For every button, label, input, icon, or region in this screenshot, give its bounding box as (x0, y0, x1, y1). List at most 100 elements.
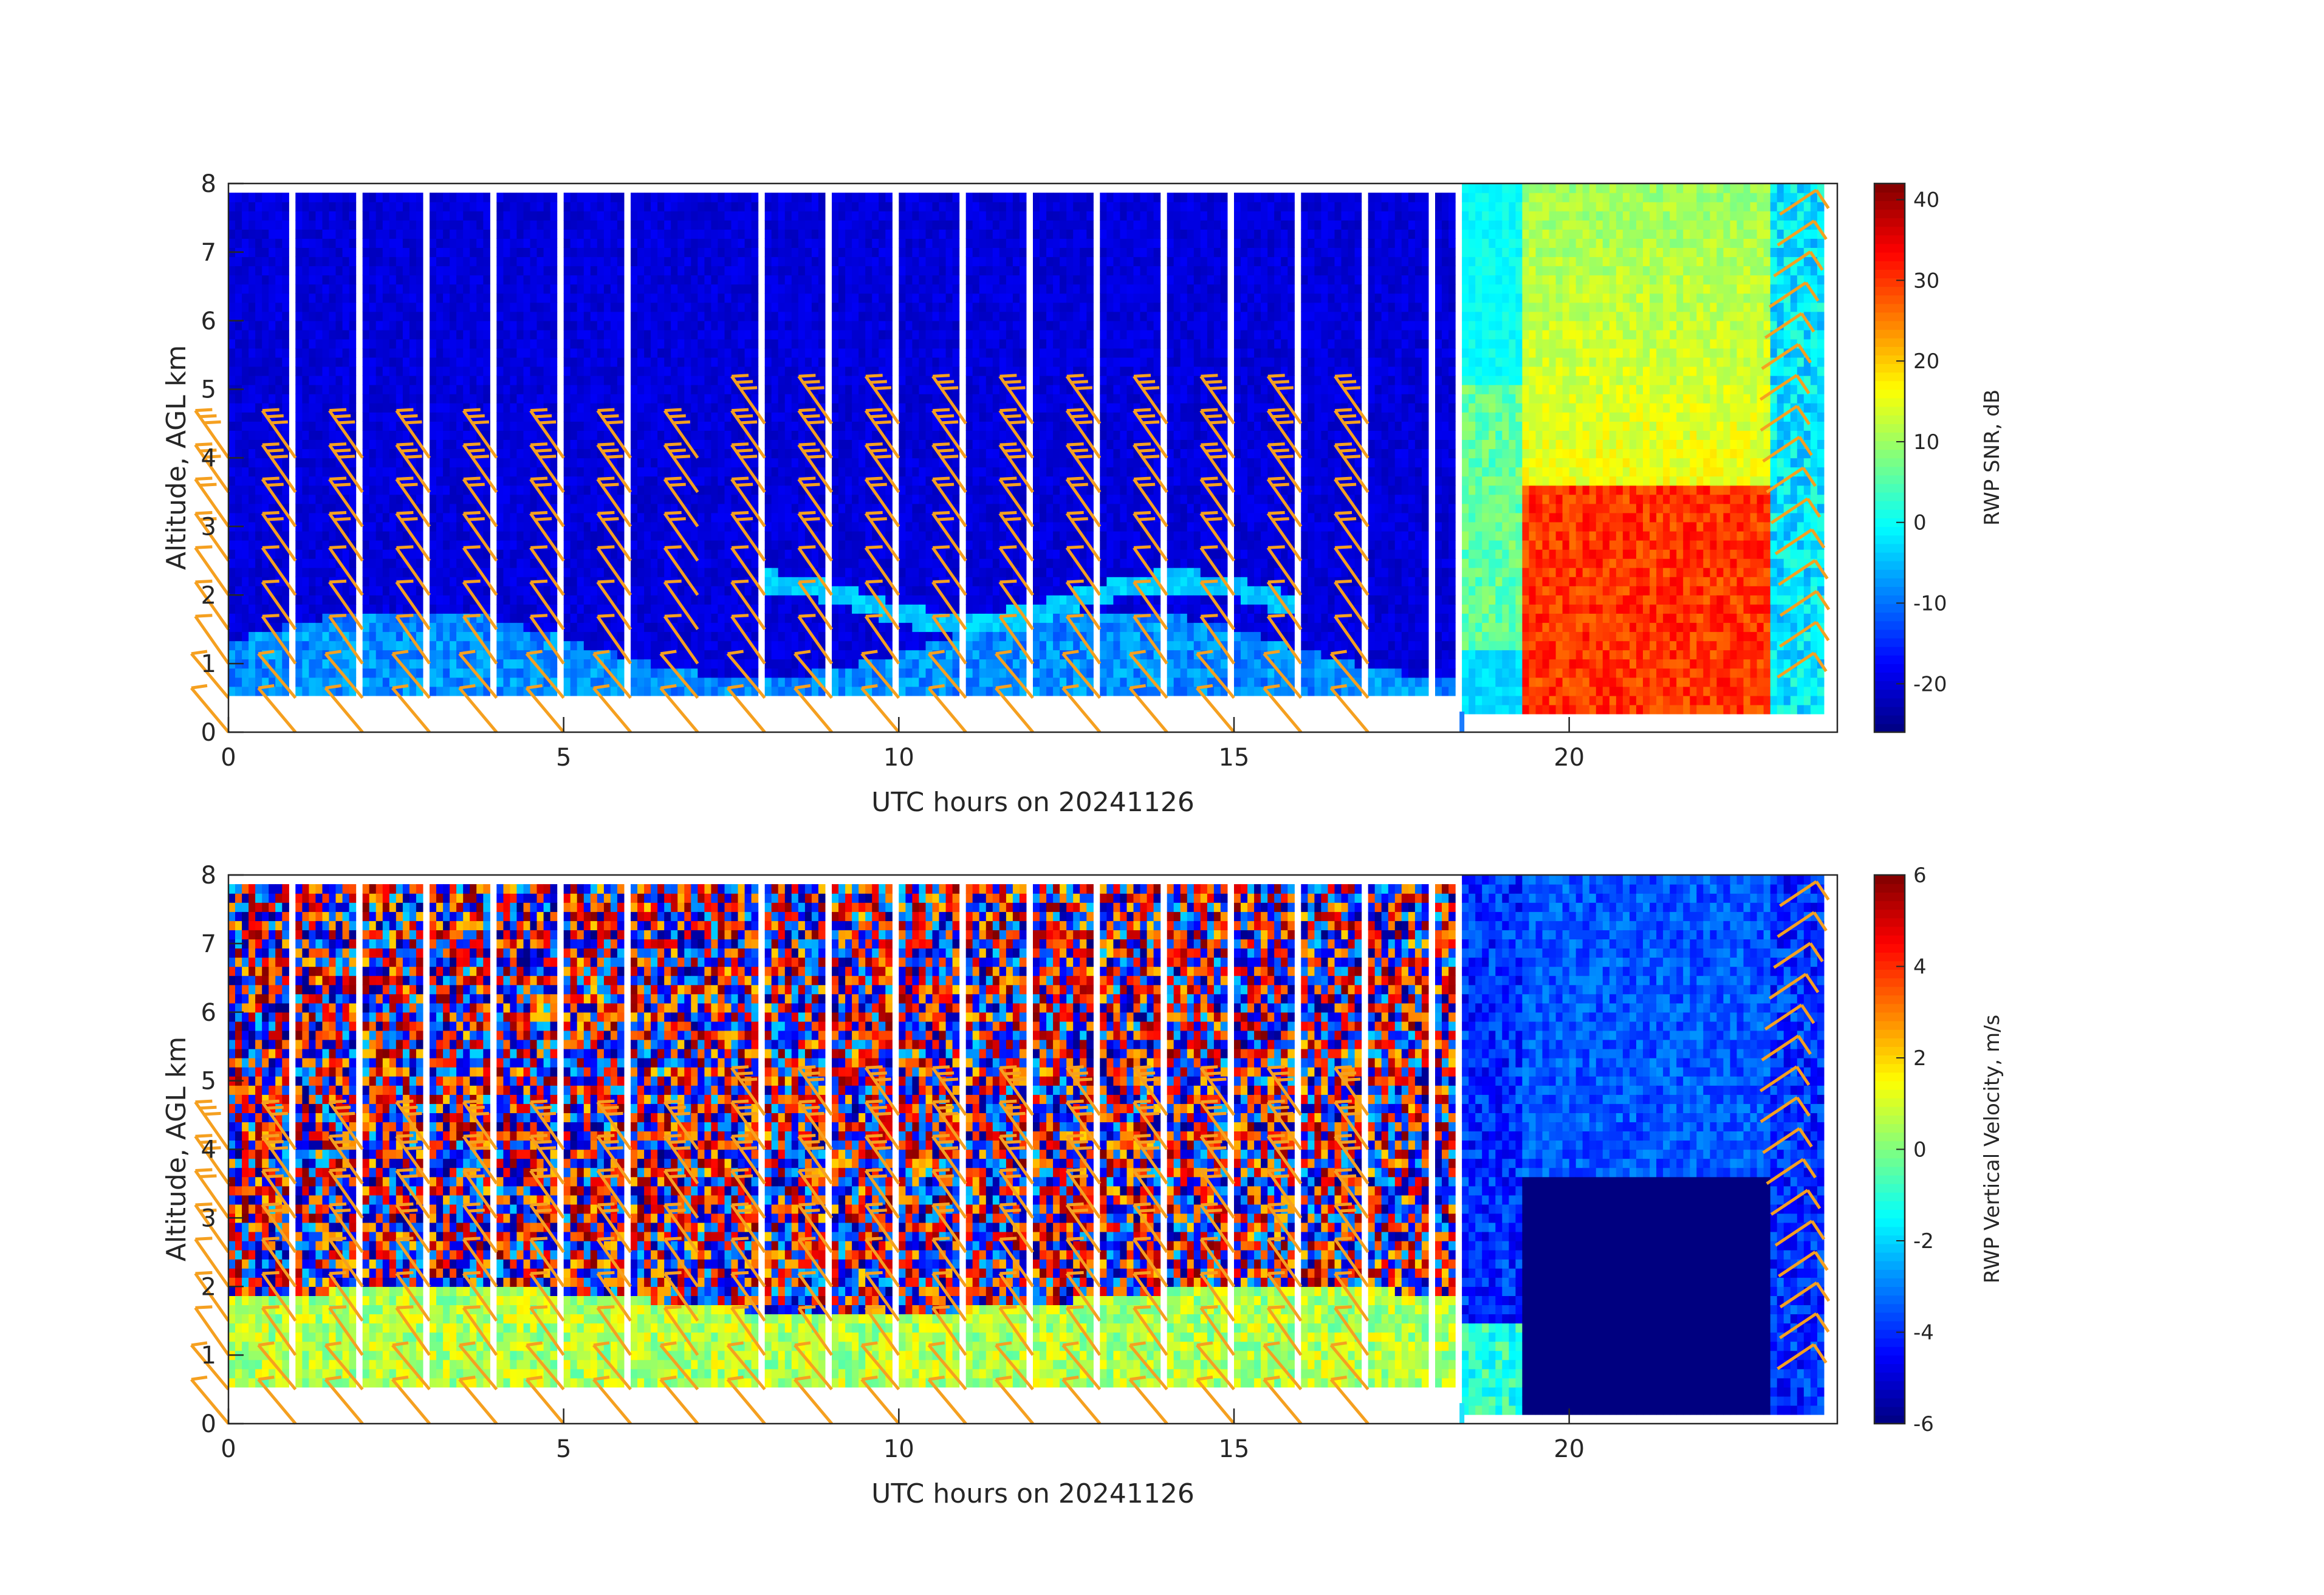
heatmap-cell (410, 202, 417, 211)
heatmap-cell (369, 339, 377, 349)
heatmap-cell (363, 613, 370, 623)
heatmap-cell (798, 641, 806, 651)
heatmap-cell (584, 366, 591, 376)
heatmap-cell (376, 293, 383, 303)
heatmap-cell (510, 238, 517, 248)
heatmap-cell (765, 366, 772, 376)
heatmap-cell (637, 256, 645, 266)
heatmap-cell (865, 394, 872, 403)
heatmap-cell (591, 568, 598, 577)
heatmap-cell (295, 604, 303, 614)
heatmap-cell (711, 193, 718, 202)
heatmap-cell (765, 604, 772, 614)
heatmap-cell (732, 394, 739, 403)
heatmap-cell (671, 247, 678, 257)
heatmap-cell (530, 229, 538, 239)
heatmap-cell (698, 549, 705, 559)
heatmap-cell (631, 504, 638, 513)
heatmap-cell (818, 558, 826, 568)
heatmap-cell (323, 284, 330, 294)
heatmap-cell (644, 540, 651, 550)
heatmap-cell (483, 312, 490, 321)
heatmap-cell (584, 202, 591, 211)
heatmap-cell (872, 321, 879, 331)
heatmap-cell (476, 266, 484, 276)
heatmap-cell (436, 284, 444, 294)
heatmap-cell (309, 668, 316, 678)
heatmap-cell (564, 247, 571, 257)
heatmap-cell (510, 476, 517, 486)
heatmap-cell (812, 549, 819, 559)
heatmap-cell (544, 211, 551, 221)
heatmap-cell (503, 687, 510, 696)
heatmap-cell (503, 238, 510, 248)
heatmap-cell (571, 256, 578, 266)
heatmap-cell (644, 439, 651, 449)
heatmap-cell (725, 412, 732, 422)
heatmap-cell (785, 366, 792, 376)
heatmap-cell (496, 321, 504, 331)
heatmap-cell (865, 668, 872, 678)
heatmap-cell (812, 266, 819, 276)
heatmap-cell (510, 467, 517, 477)
heatmap-cell (510, 385, 517, 394)
heatmap-cell (463, 604, 470, 614)
heatmap-cell (537, 339, 544, 349)
heatmap-cell (631, 321, 638, 331)
heatmap-cell (704, 485, 711, 495)
heatmap-cell (664, 385, 671, 394)
heatmap-cell (785, 577, 792, 586)
heatmap-cell (323, 357, 330, 367)
heatmap-cell (584, 513, 591, 523)
heatmap-cell (778, 558, 786, 568)
heatmap-cell (704, 632, 711, 642)
heatmap-cell (651, 284, 658, 294)
heatmap-cell (805, 568, 812, 577)
heatmap-cell (725, 586, 732, 595)
heatmap-cell (255, 421, 262, 431)
heatmap-cell (798, 467, 806, 477)
heatmap-cell (725, 256, 732, 266)
heatmap-cell (396, 303, 403, 312)
heatmap-cell (651, 376, 658, 385)
heatmap-cell (564, 357, 571, 367)
heatmap-cell (343, 394, 350, 403)
heatmap-cell (302, 293, 309, 303)
heatmap-cell (571, 412, 578, 422)
heatmap-cell (591, 348, 598, 358)
heatmap-cell (242, 604, 249, 614)
heatmap-cell (389, 238, 397, 248)
heatmap-cell (503, 467, 510, 477)
heatmap-cell (657, 586, 665, 595)
heatmap-cell (772, 357, 779, 367)
heatmap-cell (657, 312, 665, 321)
heatmap-cell (778, 211, 786, 221)
heatmap-cell (544, 202, 551, 211)
heatmap-cell (698, 312, 705, 321)
heatmap-cell (275, 385, 283, 394)
heatmap-cell (363, 403, 370, 413)
heatmap-cell (772, 476, 779, 486)
heatmap-cell (363, 485, 370, 495)
heatmap-cell (765, 549, 772, 559)
heatmap-cell (516, 275, 524, 285)
heatmap-cell (584, 303, 591, 312)
heatmap-cell (604, 303, 611, 312)
heatmap-cell (524, 275, 531, 285)
heatmap-cell (235, 330, 242, 340)
heatmap-cell (637, 659, 645, 669)
heatmap-cell (845, 522, 852, 532)
heatmap-cell (463, 641, 470, 651)
heatmap-cell (752, 366, 759, 376)
heatmap-cell (852, 357, 859, 367)
heatmap-cell (564, 504, 571, 513)
heatmap-cell (657, 577, 665, 586)
heatmap-cell (631, 357, 638, 367)
heatmap-cell (443, 266, 450, 276)
heatmap-cell (315, 586, 323, 595)
heatmap-cell (530, 275, 538, 285)
heatmap-cell (657, 522, 665, 532)
heatmap-cell (738, 256, 746, 266)
heatmap-cell (671, 376, 678, 385)
heatmap-cell (657, 247, 665, 257)
